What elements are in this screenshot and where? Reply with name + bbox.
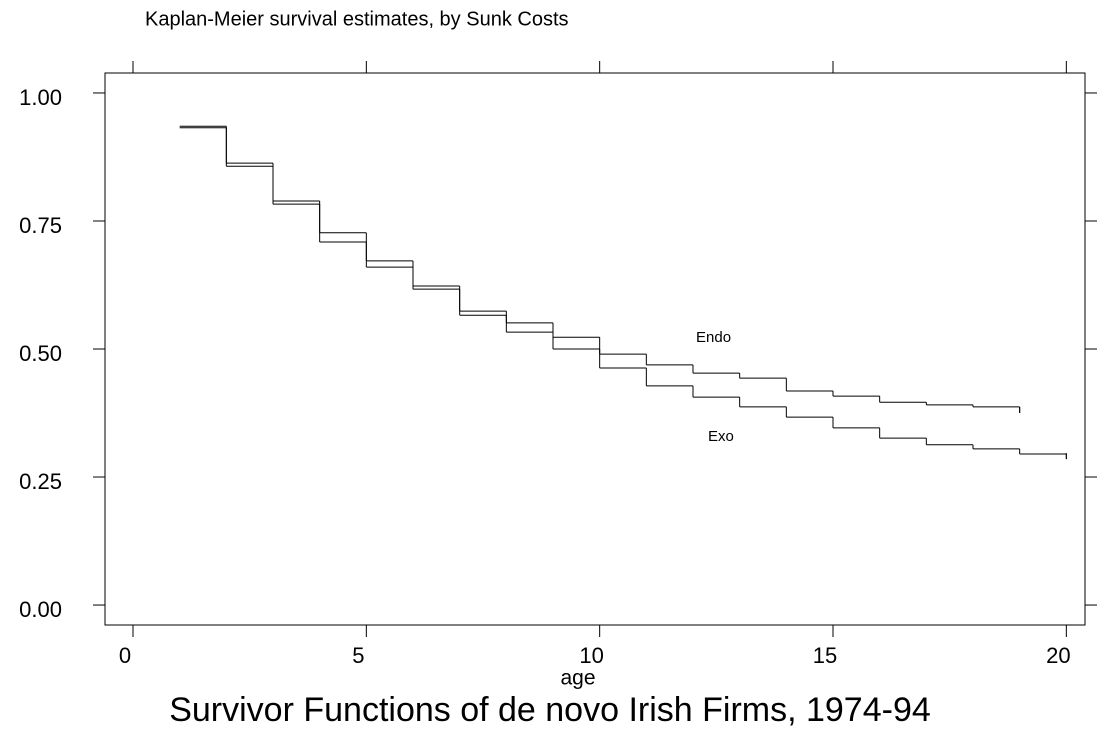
x-tick-label: 10 xyxy=(579,643,603,668)
x-tick-label: 0 xyxy=(119,643,131,668)
y-tick-label: 0.00 xyxy=(19,597,62,622)
caption: Survivor Functions of de novo Irish Firm… xyxy=(169,691,931,729)
x-axis-label: age xyxy=(560,667,595,690)
y-tick-label: 0.75 xyxy=(19,213,62,238)
x-tick-label: 15 xyxy=(813,643,837,668)
series-label: Endo xyxy=(696,329,731,346)
x-tick-label: 5 xyxy=(352,643,364,668)
chart-title: Kaplan-Meier survival estimates, by Sunk… xyxy=(145,8,569,30)
x-tick-label: 20 xyxy=(1046,643,1070,668)
series-label: Exo xyxy=(708,428,734,445)
y-tick-label: 1.00 xyxy=(19,85,62,110)
y-tick-label: 0.50 xyxy=(19,341,62,366)
y-tick-label: 0.25 xyxy=(19,469,62,494)
